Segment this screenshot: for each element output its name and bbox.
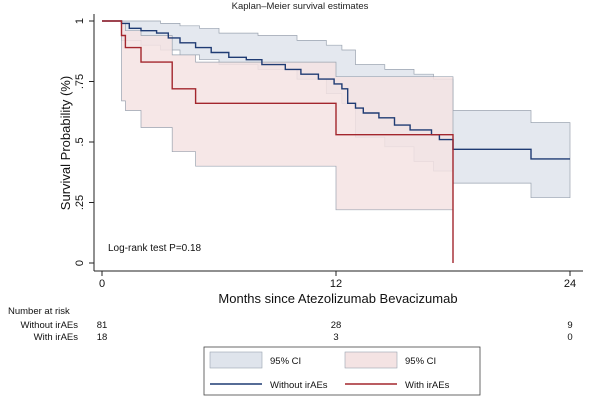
y-tick-label: .75 xyxy=(74,74,86,89)
y-tick-label: .25 xyxy=(74,195,86,210)
x-axis-label: Months since Atezolizumab Bevacizumab xyxy=(218,291,457,306)
y-axis-label: Survival Probability (%) xyxy=(58,76,73,210)
legend: 95% CI 95% CI Without irAEs With irAEs xyxy=(203,346,481,396)
legend-label: Without irAEs xyxy=(270,380,328,391)
y-tick-label: 0 xyxy=(74,260,86,266)
series-line-with-iraes xyxy=(102,20,454,263)
legend-label: With irAEs xyxy=(405,380,450,391)
risk-count: 18 xyxy=(97,332,108,343)
x-tick-label: 24 xyxy=(564,278,576,290)
x-tick-label: 0 xyxy=(99,278,105,290)
x-tick-label: 12 xyxy=(330,278,342,290)
risk-table: Number at risk Without irAEs 81 28 9 With irA… xyxy=(8,306,573,343)
risk-row-label: Without irAEs xyxy=(20,320,78,331)
risk-count: 0 xyxy=(567,332,572,343)
risk-count: 28 xyxy=(331,320,342,331)
annotation-logrank: Log-rank test P=0.18 xyxy=(108,243,202,254)
legend-label: 95% CI xyxy=(270,356,301,367)
y-tick-label: .5 xyxy=(74,137,86,146)
risk-count: 3 xyxy=(333,332,338,343)
legend-swatch-ci xyxy=(344,351,398,369)
risk-table-heading: Number at risk xyxy=(8,306,70,317)
y-tick-label: 1 xyxy=(74,18,86,24)
chart-title: Kaplan–Meier survival estimates xyxy=(232,1,369,12)
series-line-without-iraes xyxy=(102,20,570,160)
risk-row-label: With irAEs xyxy=(34,332,79,343)
legend-label: 95% CI xyxy=(405,356,436,367)
plot-area: 0 .25 .5 .75 1 0 12 24 xyxy=(74,14,583,290)
legend-swatch-ci xyxy=(209,351,263,369)
risk-count: 9 xyxy=(567,320,572,331)
risk-count: 81 xyxy=(97,320,108,331)
